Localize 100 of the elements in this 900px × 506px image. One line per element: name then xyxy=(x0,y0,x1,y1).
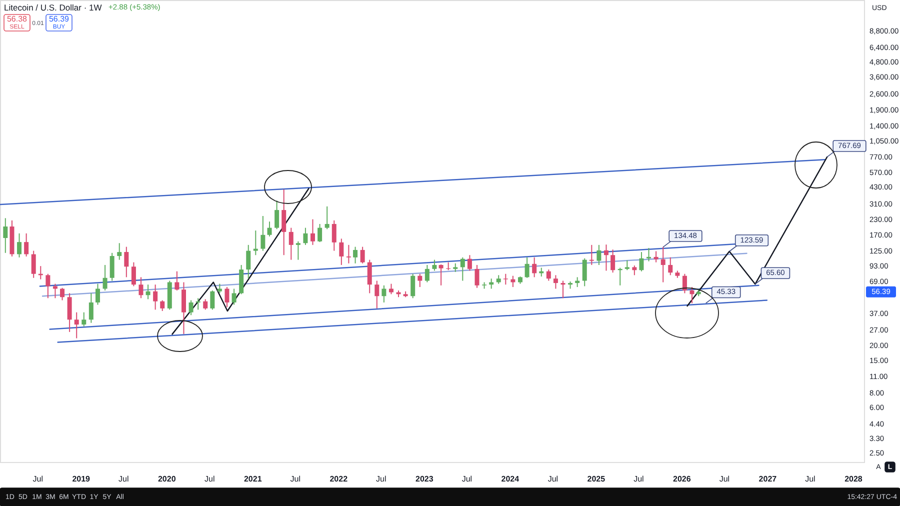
candlestick xyxy=(367,259,372,294)
candlestick xyxy=(196,298,200,310)
candlestick xyxy=(318,223,322,243)
candlestick xyxy=(682,273,687,294)
candlestick xyxy=(102,264,108,291)
candlestick xyxy=(668,256,673,276)
candlestick xyxy=(438,264,444,286)
candlestick xyxy=(88,292,94,324)
candlestick xyxy=(160,300,165,312)
candlestick xyxy=(474,264,480,288)
chart-title: Litecoin / U.S. Dollar · 1W xyxy=(4,2,102,12)
candlestick xyxy=(339,238,344,266)
candlestick xyxy=(610,249,616,274)
x-tick-label: Jul xyxy=(548,474,558,484)
x-tick-label: 2027 xyxy=(758,474,778,484)
x-tick-label: 2025 xyxy=(587,474,606,484)
candlestick xyxy=(60,287,65,301)
candlestick xyxy=(253,230,258,256)
candlestick xyxy=(146,284,150,300)
x-tick-label: 2021 xyxy=(244,474,262,484)
candlestick xyxy=(560,280,566,299)
candlestick xyxy=(353,246,358,264)
candlestick xyxy=(388,283,394,295)
candlestick xyxy=(546,269,551,282)
candlestick xyxy=(124,246,129,278)
candlestick xyxy=(360,246,365,264)
candlestick xyxy=(510,275,516,288)
candlestick xyxy=(67,292,72,332)
x-tick-label: 2020 xyxy=(158,474,176,484)
candlestick xyxy=(46,273,50,299)
x-tick-label: Jul xyxy=(719,474,730,484)
candlestick xyxy=(604,244,608,272)
candlestick xyxy=(239,264,244,295)
candlestick xyxy=(467,254,472,272)
candlestick xyxy=(246,244,251,280)
candlestick xyxy=(424,264,430,283)
x-tick-label: Jul xyxy=(32,474,44,484)
candlestick xyxy=(646,247,652,262)
candlestick xyxy=(296,240,300,260)
candlestick xyxy=(303,227,308,246)
candlestick xyxy=(310,218,315,246)
candlestick xyxy=(232,288,236,306)
candlestick xyxy=(532,256,537,278)
candlestick xyxy=(74,312,79,339)
x-tick-label: 2019 xyxy=(72,474,91,484)
x-tick-label: Jul xyxy=(290,474,301,484)
candlestick xyxy=(282,188,286,256)
candlestick xyxy=(382,284,386,303)
candlestick xyxy=(3,218,8,254)
candlestick xyxy=(174,270,180,291)
candlestick xyxy=(96,283,100,306)
candlestick xyxy=(654,250,658,263)
candlestick xyxy=(110,252,114,282)
candlestick xyxy=(346,244,351,264)
x-tick-label: Jul xyxy=(376,474,386,484)
candlestick xyxy=(690,286,694,304)
candlestick xyxy=(639,252,644,272)
candlestick xyxy=(589,244,594,266)
candlestick xyxy=(188,300,194,316)
candlestick xyxy=(374,280,380,309)
line-series xyxy=(172,188,310,335)
x-tick-label: 2028 xyxy=(844,474,863,484)
candlestick xyxy=(288,227,294,260)
x-tick-label: 2023 xyxy=(415,474,434,484)
candlestick xyxy=(138,276,144,299)
candlestick xyxy=(332,220,336,252)
candlestick xyxy=(410,273,416,299)
candlestick xyxy=(17,232,22,258)
candlestick xyxy=(131,262,136,287)
candlestick xyxy=(153,284,158,310)
candlestick xyxy=(267,221,272,237)
candlestick xyxy=(582,258,587,287)
candlestick xyxy=(274,200,280,230)
x-tick-label: Jul xyxy=(462,474,472,484)
candlestick xyxy=(24,232,29,257)
candlestick xyxy=(117,242,122,260)
candlestick xyxy=(217,283,222,294)
annotation: 56.38 xyxy=(6,14,28,24)
candlestick xyxy=(203,298,208,310)
candlestick xyxy=(553,274,558,290)
candlestick xyxy=(31,250,36,278)
candlestick xyxy=(524,256,530,278)
candlestick xyxy=(210,290,215,310)
candlestick xyxy=(624,260,630,271)
candlestick xyxy=(632,265,637,276)
candlestick xyxy=(52,283,58,299)
candlestick xyxy=(224,286,230,308)
candlestick xyxy=(418,273,422,288)
x-tick-label: Jul xyxy=(634,474,644,484)
candlestick xyxy=(260,216,266,252)
candlestick xyxy=(432,259,437,272)
candlestick xyxy=(596,244,602,266)
candlestick xyxy=(503,273,508,286)
x-tick-label: Jul xyxy=(805,474,816,484)
annotation: 56.39 xyxy=(48,14,70,24)
candlestick xyxy=(324,206,330,230)
x-tick-label: 2022 xyxy=(330,474,348,484)
x-tick-label: 2026 xyxy=(673,474,692,484)
candlestick xyxy=(460,256,465,282)
candlestick xyxy=(182,282,186,334)
